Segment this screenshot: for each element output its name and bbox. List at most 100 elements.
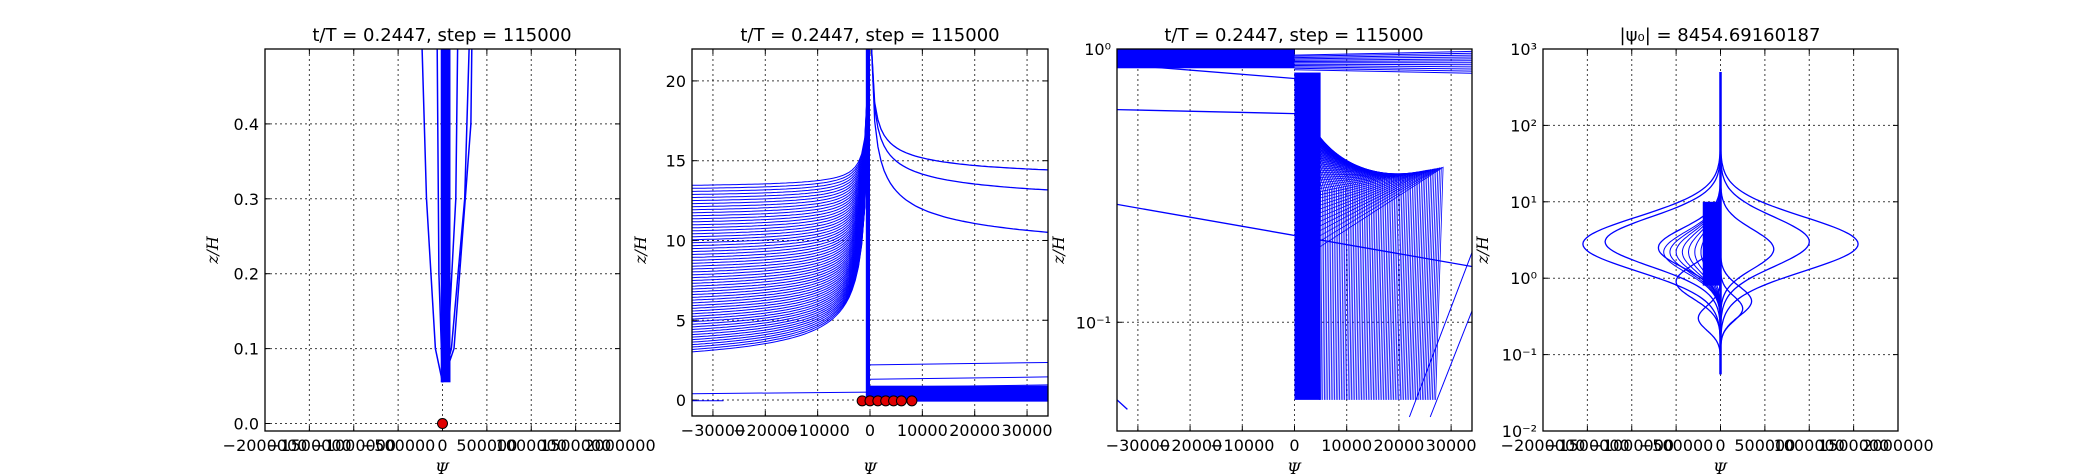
tick-labels-4: −2000000−1500000−1000000−500000 0 50000010… — [1501, 40, 1934, 455]
series-line — [692, 93, 869, 301]
series-line — [692, 96, 869, 350]
plot-frame — [1116, 48, 1473, 432]
chart-panel-1: t/T = 0.2447, step = 115000 Ψ z/H −20000… — [203, 25, 656, 475]
chart-panel-2: t/T = 0.2447, step = 115000 Ψ z/H −30000… — [631, 25, 1053, 475]
series-line — [692, 86, 869, 238]
x-axis-label-3: Ψ — [1287, 459, 1302, 475]
x-tick-label: 30000 — [1426, 436, 1477, 455]
series-line — [692, 94, 869, 307]
series-line — [692, 84, 869, 223]
series-line — [692, 83, 869, 217]
series-line — [692, 81, 869, 205]
series-line — [692, 90, 869, 264]
series-lines — [1582, 72, 1859, 375]
series-line — [692, 79, 869, 192]
chart-title-2: t/T = 0.2447, step = 115000 — [740, 25, 999, 46]
x-tick-label: 1000000 — [496, 436, 567, 455]
series-line — [692, 79, 869, 189]
plot-frame — [264, 48, 621, 432]
series-line — [692, 89, 869, 258]
series-lines — [421, 49, 473, 383]
series-line — [692, 85, 869, 226]
series-line — [692, 391, 871, 395]
data-marker — [906, 395, 918, 407]
series-line — [870, 49, 1048, 171]
series-line — [870, 49, 1048, 191]
data-marker — [895, 395, 907, 407]
x-tick-label: 10000 — [1321, 436, 1372, 455]
x-tick-label: −1000000 — [1589, 436, 1674, 455]
series-line — [1294, 52, 1472, 57]
x-tick-label: −1500000 — [1545, 436, 1630, 455]
plot-area-3 — [1116, 48, 1473, 432]
x-tick-label: 20000 — [1373, 436, 1424, 455]
data-marker — [437, 418, 448, 430]
series-line — [692, 93, 869, 298]
chart-title-3: t/T = 0.2447, step = 115000 — [1164, 25, 1423, 46]
y-tick-label: 10² — [1510, 116, 1537, 135]
series-line — [1294, 54, 1472, 59]
series-line — [1294, 166, 1442, 400]
y-tick-label: 20 — [666, 72, 686, 91]
x-tick-label: 2000000 — [584, 436, 655, 455]
series-line — [692, 96, 869, 353]
y-tick-label: 0.4 — [234, 115, 259, 134]
plot-frame — [691, 48, 1049, 417]
series-lines — [692, 49, 1048, 402]
series-line — [692, 81, 869, 202]
series-line — [1294, 66, 1472, 70]
x-axis-label-2: Ψ — [863, 459, 878, 475]
series-line — [692, 78, 869, 186]
series-line — [692, 86, 869, 232]
series-line — [1294, 167, 1440, 400]
x-tick-label: 0 — [1289, 436, 1299, 455]
series-line — [1408, 252, 1472, 418]
series-line — [692, 92, 869, 290]
series-line — [692, 86, 869, 235]
series-line — [1294, 166, 1444, 400]
series-line — [692, 95, 869, 328]
series-line — [692, 88, 869, 247]
series-line — [1294, 69, 1472, 74]
y-tick-label: 0.1 — [234, 340, 259, 359]
series-line — [692, 94, 869, 315]
series-line — [692, 82, 869, 208]
x-tick-label: 10000 — [897, 421, 948, 440]
series-line — [692, 96, 869, 348]
x-tick-label: 0 — [865, 421, 875, 440]
dense-curve-band — [440, 49, 451, 383]
x-axis-label-1: Ψ — [435, 459, 450, 475]
series-line — [692, 88, 869, 253]
series-line — [1294, 56, 1472, 60]
x-tick-label: −2000000 — [223, 436, 308, 455]
x-tick-label: −2000000 — [1501, 436, 1586, 455]
series-line — [692, 95, 869, 320]
series-line — [692, 87, 869, 244]
dense-curve-band — [865, 49, 870, 401]
y-tick-label: 15 — [666, 152, 686, 171]
y-tick-label: 10⁰ — [1084, 40, 1111, 59]
x-tick-label: −30000 — [1106, 436, 1170, 455]
series-line — [692, 80, 869, 195]
series-line — [692, 96, 869, 343]
x-tick-label: 30000 — [1002, 421, 1053, 440]
series-line — [692, 89, 869, 261]
series-line — [692, 96, 869, 346]
x-tick-label: −1000000 — [311, 436, 396, 455]
series-line — [421, 49, 444, 383]
series-line — [692, 85, 869, 229]
series-line — [1719, 251, 1744, 366]
x-tick-label: 1000000 — [1774, 436, 1845, 455]
series-line — [692, 89, 869, 255]
x-tick-label: 2000000 — [1862, 436, 1933, 455]
series-line — [692, 92, 869, 287]
series-line — [692, 93, 869, 296]
series-line — [1117, 108, 1295, 115]
series-line — [1294, 168, 1435, 400]
series-line — [692, 94, 869, 309]
series-line — [1294, 167, 1437, 400]
x-tick-label: 500000 — [1734, 436, 1795, 455]
series-line — [692, 95, 869, 330]
series-line — [1117, 399, 1128, 410]
